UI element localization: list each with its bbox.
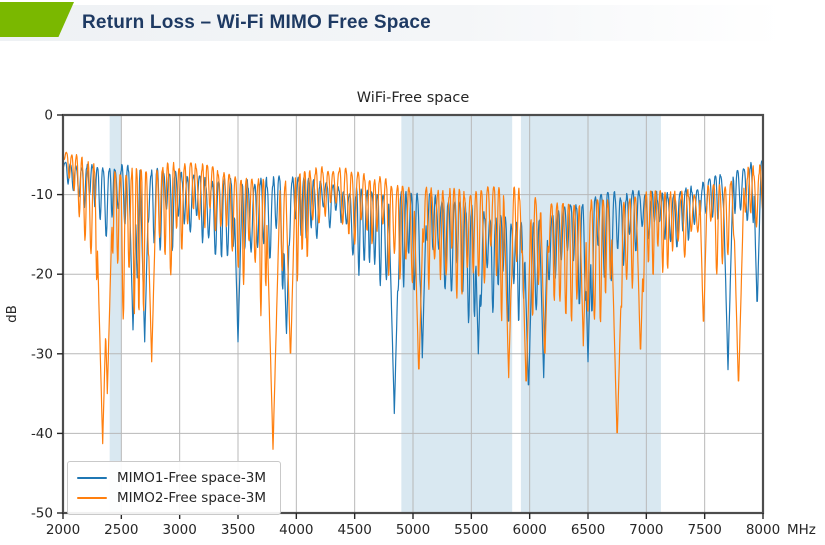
x-tick-label: 3000 xyxy=(162,522,196,538)
wifi-band-highlight xyxy=(520,115,661,513)
x-tick-label: 5000 xyxy=(396,522,430,538)
return-loss-chart: 2000 2500 3000 3500 4000 4500 5000 5500 6000 6500… xyxy=(0,75,825,545)
x-axis-unit-label: MHz xyxy=(787,522,816,538)
legend-item-mimo1: MIMO1-Free space-3M xyxy=(77,468,266,488)
x-tick-label: 6500 xyxy=(571,522,605,538)
chart-legend: MIMO1-Free space-3M MIMO2-Free space-3M xyxy=(67,461,282,515)
y-tick-label: -30 xyxy=(31,346,53,362)
y-tick-label: -50 xyxy=(31,506,53,522)
x-tick-label: 7000 xyxy=(629,522,663,538)
chart-title: WiFi-Free space xyxy=(357,90,470,106)
y-axis-label: dB xyxy=(4,305,20,323)
header-bar xyxy=(0,5,825,41)
x-tick-label: 4000 xyxy=(279,522,313,538)
x-tick-label: 2000 xyxy=(46,522,80,538)
x-tick-label: 5500 xyxy=(454,522,488,538)
legend-label-mimo1: MIMO1-Free space-3M xyxy=(117,470,267,486)
series-mimo2-free-space-3m xyxy=(62,151,764,450)
x-tick-label: 7500 xyxy=(687,522,721,538)
y-tick-label: 0 xyxy=(44,108,53,124)
y-tick-label: -40 xyxy=(31,426,53,442)
page-title: Return Loss – Wi-Fi MIMO Free Space xyxy=(82,12,431,33)
legend-item-mimo2: MIMO2-Free space-3M xyxy=(77,488,266,508)
mimo1-line-swatch xyxy=(77,476,107,480)
wifi-band-highlight xyxy=(109,115,122,513)
wifi-band-highlight xyxy=(401,115,513,513)
mimo2-line-swatch xyxy=(77,496,107,500)
y-tick-label: -10 xyxy=(31,187,53,203)
x-tick-label: 6000 xyxy=(512,522,546,538)
legend-label-mimo2: MIMO2-Free space-3M xyxy=(117,490,267,506)
x-tick-label: 4500 xyxy=(337,522,371,538)
chart-canvas: 2000 2500 3000 3500 4000 4500 5000 5500 6000 6500… xyxy=(4,90,816,538)
x-tick-label: 2500 xyxy=(104,522,138,538)
x-tick-label: 3500 xyxy=(221,522,255,538)
x-tick-label: 8000 xyxy=(746,522,780,538)
y-tick-label: -20 xyxy=(31,267,53,283)
